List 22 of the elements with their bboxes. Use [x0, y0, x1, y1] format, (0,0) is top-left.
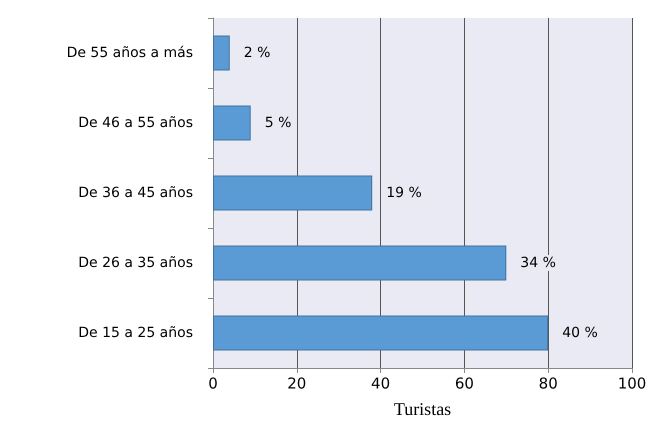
- x-tick-label: 20: [287, 374, 306, 392]
- x-tick-label: 40: [371, 374, 390, 392]
- bar: [213, 316, 548, 350]
- y-tick-label: De 15 a 25 años: [78, 325, 193, 341]
- x-tick-label: 100: [618, 374, 646, 392]
- x-tick-label: 80: [538, 374, 558, 392]
- x-tick-label: 0: [208, 374, 218, 392]
- y-tick-label: De 46 a 55 años: [78, 115, 193, 131]
- annotation: 40 %: [562, 325, 598, 341]
- y-tick-label: De 55 años a más: [66, 45, 193, 61]
- bar: [213, 106, 251, 140]
- x-tick-label: 60: [454, 374, 474, 392]
- bar: [213, 246, 506, 280]
- y-tick-label: De 36 a 45 años: [78, 185, 193, 201]
- annotation: 19 %: [386, 185, 422, 201]
- x-axis-title: Turistas: [394, 399, 452, 419]
- annotation: 2 %: [244, 45, 270, 61]
- bar: [213, 36, 230, 70]
- y-tick-label: De 26 a 35 años: [78, 255, 193, 271]
- annotation: 34 %: [520, 255, 556, 271]
- annotation: 5 %: [264, 115, 292, 131]
- bar: [213, 176, 372, 210]
